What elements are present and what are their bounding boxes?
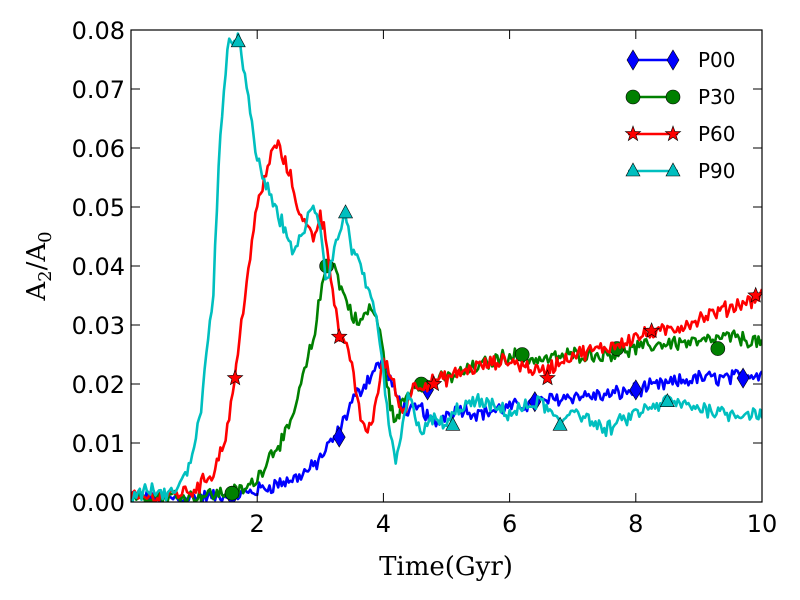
series-marker-p30 [710, 341, 726, 356]
legend-marker-p90 [625, 162, 641, 177]
legend-entry-p60: P60 [624, 122, 736, 146]
series-marker-p30 [224, 485, 240, 501]
y-tick-label: 0.05 [72, 194, 125, 222]
legend: P00 P30 P60 P90 [624, 48, 736, 183]
y-axis-label-sub2: 0 [35, 231, 56, 242]
series-marker-p90 [552, 416, 568, 431]
legend-entry-p30: P30 [625, 85, 736, 109]
legend-marker-p60 [624, 125, 642, 142]
series-p90 [131, 32, 762, 502]
y-tick-label: 0.08 [72, 17, 125, 45]
legend-marker-p30-end [665, 89, 681, 105]
series-marker-p90 [338, 204, 354, 219]
series-marker-p90 [659, 393, 675, 408]
y-tick-label: 0.03 [72, 312, 125, 340]
series-marker-p60 [643, 322, 660, 339]
series-marker-p00 [629, 379, 643, 401]
y-tick-label: 0.07 [72, 76, 125, 104]
series-marker-p90 [445, 416, 461, 431]
y-axis-label-sub1: 2 [35, 270, 56, 281]
series-marker-p00 [736, 367, 750, 389]
series-marker-p60 [226, 369, 244, 386]
legend-entry-p00: P00 [626, 48, 736, 72]
legend-marker-p00 [626, 49, 640, 71]
y-tick-label: 0.02 [72, 371, 125, 399]
y-tick-label: 0.00 [72, 489, 125, 517]
x-tick-label: 2 [250, 510, 265, 538]
series-line-p60 [131, 139, 762, 502]
x-tick-label: 8 [628, 510, 643, 538]
series-marker-p00 [332, 426, 346, 448]
legend-label-p30: P30 [698, 85, 736, 109]
x-tick-label: 4 [376, 510, 391, 538]
legend-marker-p60-end [664, 125, 682, 142]
series-marker-p60 [330, 327, 348, 344]
series-layer [131, 32, 762, 502]
axis-ticks: 2 4 6 8 10 0.00 0.01 0.02 0.03 0.04 0.05 0.06 0.07 0.… [72, 17, 778, 538]
legend-marker-p30 [625, 89, 641, 105]
series-marker-p90 [230, 33, 246, 48]
x-tick-label: 6 [502, 510, 517, 538]
series-marker-p60 [425, 375, 443, 392]
legend-label-p60: P60 [698, 122, 736, 146]
legend-label-p90: P90 [698, 159, 736, 183]
x-tick-label: 10 [747, 510, 778, 538]
x-axis-label: Time(Gyr) [379, 552, 513, 582]
legend-label-p00: P00 [698, 48, 736, 72]
legend-marker-p00-end [666, 49, 680, 71]
y-tick-label: 0.04 [72, 253, 125, 281]
legend-marker-p90-end [665, 162, 681, 177]
y-tick-label: 0.06 [72, 135, 125, 163]
y-axis-label: A2/A0 [22, 231, 56, 301]
series-p60 [131, 139, 762, 502]
y-tick-label: 0.01 [72, 430, 125, 458]
legend-entry-p90: P90 [625, 159, 736, 183]
series-marker-p60 [539, 369, 556, 386]
